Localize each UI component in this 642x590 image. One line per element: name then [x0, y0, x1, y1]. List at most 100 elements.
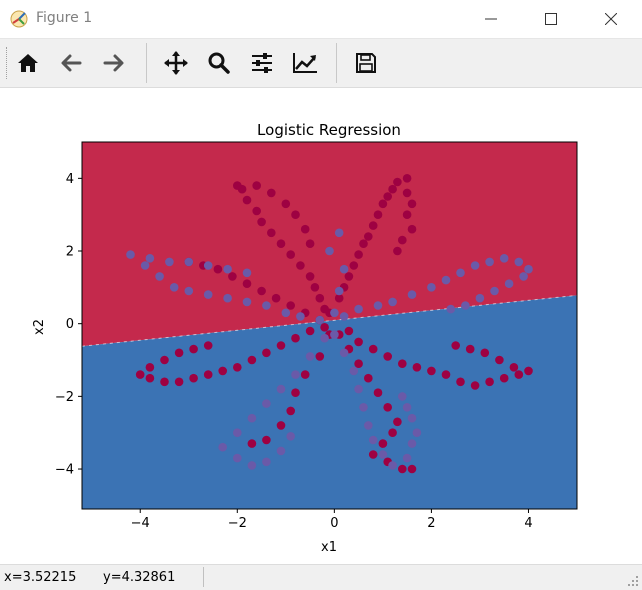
scatter-point — [305, 272, 315, 281]
scatter-point — [174, 377, 184, 387]
move-icon — [164, 51, 188, 75]
scatter-point — [402, 188, 412, 198]
scatter-point — [262, 348, 271, 358]
title-bar: Figure 1 — [0, 0, 642, 39]
scatter-point — [373, 388, 383, 398]
scatter-point — [296, 261, 305, 270]
scatter-point — [344, 326, 354, 336]
scatter-point — [160, 355, 169, 365]
scatter-point — [504, 279, 514, 288]
scatter-point — [315, 293, 325, 303]
scatter-point — [334, 286, 344, 296]
scatter-point — [203, 341, 213, 350]
scatter-point — [407, 199, 417, 209]
scatter-point — [407, 224, 417, 234]
scatter-point — [223, 264, 232, 274]
scatter-point — [383, 192, 393, 201]
scatter-point — [140, 261, 150, 270]
scatter-point — [242, 279, 252, 288]
scatter-point — [378, 439, 388, 448]
scatter-point — [320, 323, 329, 332]
scatter-point — [364, 373, 373, 383]
scatter-point — [165, 257, 174, 267]
x-tick-label: −4 — [131, 516, 150, 531]
scatter-point — [276, 341, 286, 350]
pan-button[interactable] — [160, 47, 192, 79]
scatter-point — [446, 304, 456, 314]
scatter-point — [378, 199, 388, 209]
scatter-point — [368, 435, 378, 445]
scatter-point — [524, 264, 533, 274]
scatter-point — [262, 301, 271, 310]
maximize-button[interactable] — [528, 0, 574, 38]
close-button[interactable] — [588, 0, 634, 38]
plot-svg[interactable]: Logistic Regression −4 −2 0 2 4 −4 −2 0 2 4 x1 x2 — [0, 88, 642, 564]
scatter-point — [286, 250, 296, 259]
scatter-point — [203, 261, 213, 270]
scatter-point — [320, 333, 329, 343]
scatter-point — [252, 181, 261, 190]
scatter-point — [286, 301, 296, 310]
minimize-icon — [485, 18, 497, 20]
scatter-point — [242, 297, 252, 307]
scatter-point — [524, 366, 533, 376]
scatter-point — [407, 290, 417, 299]
resize-grip-icon[interactable] — [626, 574, 640, 588]
scatter-point — [320, 304, 329, 314]
scatter-point — [514, 257, 524, 267]
close-icon — [605, 13, 617, 25]
plot-title: Logistic Regression — [257, 121, 401, 139]
scatter-point — [402, 174, 412, 183]
scatter-point — [233, 181, 242, 190]
scatter-point — [344, 272, 354, 281]
scatter-point — [514, 370, 524, 379]
scatter-point — [135, 370, 145, 379]
scatter-point — [499, 373, 509, 383]
scatter-point — [388, 297, 397, 307]
scatter-point — [398, 235, 407, 245]
scatter-point — [286, 432, 296, 441]
scatter-point — [203, 290, 213, 299]
edit-axes-button[interactable] — [289, 47, 321, 79]
status-separator — [203, 567, 204, 587]
x-tick-label: 2 — [427, 516, 435, 531]
scatter-point — [470, 381, 480, 390]
save-button[interactable] — [350, 47, 382, 79]
y-tick-label: 2 — [66, 245, 74, 260]
toolbar — [0, 39, 642, 88]
home-icon — [18, 54, 38, 72]
scatter-point — [509, 363, 519, 372]
scatter-point — [383, 352, 393, 361]
scatter-point — [334, 293, 344, 303]
arrow-right-icon — [103, 54, 124, 72]
scatter-point — [499, 254, 509, 263]
scatter-point — [233, 428, 242, 438]
home-button[interactable] — [12, 47, 44, 79]
scatter-point — [242, 268, 252, 278]
back-button[interactable] — [55, 47, 87, 79]
scatter-point — [247, 439, 257, 448]
cursor-y-readout: y=4.32861 — [103, 570, 176, 585]
scatter-point — [490, 286, 499, 296]
toolbar-grip[interactable] — [6, 47, 10, 79]
scatter-point — [276, 421, 286, 430]
subplots-button[interactable] — [246, 47, 278, 79]
sliders-icon — [252, 53, 272, 73]
scatter-point — [402, 403, 412, 412]
forward-button[interactable] — [98, 47, 130, 79]
zoom-button[interactable] — [203, 47, 235, 79]
chart-line-icon — [293, 53, 317, 73]
plot-axes[interactable]: −4 −2 0 2 4 −4 −2 0 2 4 — [55, 141, 578, 531]
minimize-button[interactable] — [468, 0, 514, 38]
status-bar: x=3.52215 y=4.32861 — [0, 564, 642, 590]
scatter-point — [519, 272, 528, 281]
scatter-point — [330, 308, 339, 318]
scatter-point — [388, 184, 397, 194]
scatter-point — [407, 413, 417, 423]
figure-canvas[interactable]: Logistic Regression −4 −2 0 2 4 −4 −2 0 2 4 x1 x2 — [0, 88, 642, 564]
scatter-point — [349, 366, 359, 376]
scatter-point — [339, 264, 349, 274]
x-axis-label: x1 — [321, 540, 337, 555]
scatter-point — [398, 392, 407, 401]
scatter-point — [485, 257, 494, 267]
